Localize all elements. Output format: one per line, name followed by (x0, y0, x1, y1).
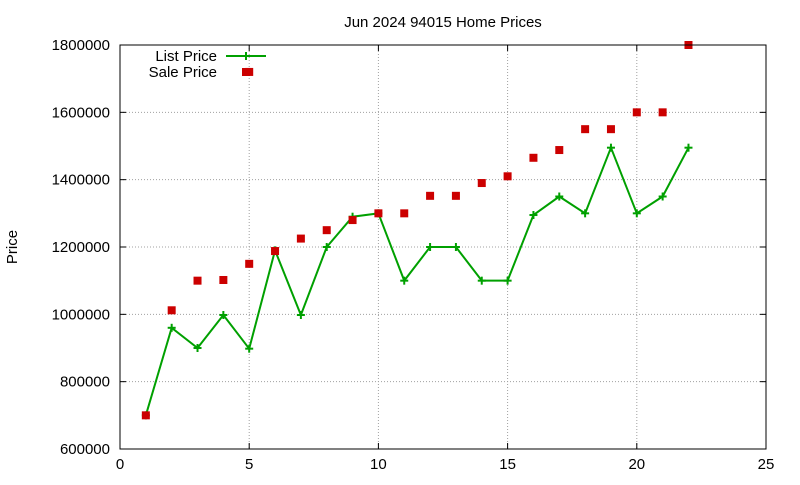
data-point (632, 108, 641, 117)
data-point (606, 143, 615, 152)
legend-swatch-marker (242, 52, 250, 60)
data-point (555, 146, 564, 155)
legend-label: List Price (155, 48, 217, 65)
data-point (193, 276, 202, 285)
grid (120, 45, 766, 449)
y-tick-label: 1800000 (52, 37, 110, 54)
data-point (245, 344, 254, 353)
y-tick-label: 800000 (60, 374, 110, 391)
y-tick-label: 1400000 (52, 172, 110, 189)
data-point (219, 311, 228, 320)
x-tick-label: 10 (370, 456, 387, 473)
x-tick-label: 25 (758, 456, 775, 473)
chart-title: Jun 2024 94015 Home Prices (344, 14, 542, 31)
y-tick-label: 1000000 (52, 306, 110, 323)
data-point (141, 411, 150, 420)
data-point (581, 209, 590, 218)
series-line (144, 144, 690, 416)
data-point (658, 108, 667, 117)
data-point (322, 226, 331, 235)
data-point (271, 247, 280, 256)
data-point (400, 276, 409, 285)
data-point (322, 243, 331, 251)
data-point (374, 209, 383, 218)
plot-frame (119, 44, 767, 450)
legend-entry: Sale Price (149, 64, 250, 81)
data-point (632, 209, 641, 218)
x-tick-label: 0 (116, 456, 124, 473)
data-point (477, 179, 486, 188)
data-point (245, 259, 254, 268)
data-point (167, 323, 176, 332)
data-point (426, 243, 435, 251)
data-point (684, 143, 693, 152)
data-point (658, 192, 667, 201)
data-point (581, 125, 590, 134)
x-tick-label: 15 (499, 456, 516, 473)
legend-swatch-marker (242, 68, 250, 76)
axis-ticks: 0 5 10 15 20 25 600000 800000 1000000 1200000 1400… (52, 37, 775, 473)
data-point (503, 276, 512, 285)
x-tick-label: 20 (628, 456, 645, 473)
data-point (451, 243, 460, 251)
data-point (503, 172, 512, 181)
axis-labels: Jun 2024 94015 Home Prices Price (4, 14, 542, 264)
x-tick-label: 5 (245, 456, 253, 473)
data-point (296, 311, 305, 320)
y-tick-label: 600000 (60, 441, 110, 458)
data-point (167, 306, 176, 315)
data-point (219, 275, 228, 284)
data-point (193, 344, 202, 352)
y-tick-label: 1600000 (52, 104, 110, 121)
data-point (606, 125, 615, 134)
data-point (529, 153, 538, 162)
data-point (555, 192, 564, 201)
y-tick-label: 1200000 (52, 239, 110, 256)
data-point (426, 191, 435, 200)
data-point (451, 191, 460, 200)
data-point (477, 276, 486, 285)
data-point (296, 234, 305, 243)
data-point (348, 216, 357, 225)
legend-label: Sale Price (149, 64, 217, 81)
legend-entry: List Price (155, 48, 266, 65)
data-point (400, 209, 409, 218)
y-axis-label: Price (4, 230, 21, 264)
data-point (529, 211, 538, 220)
